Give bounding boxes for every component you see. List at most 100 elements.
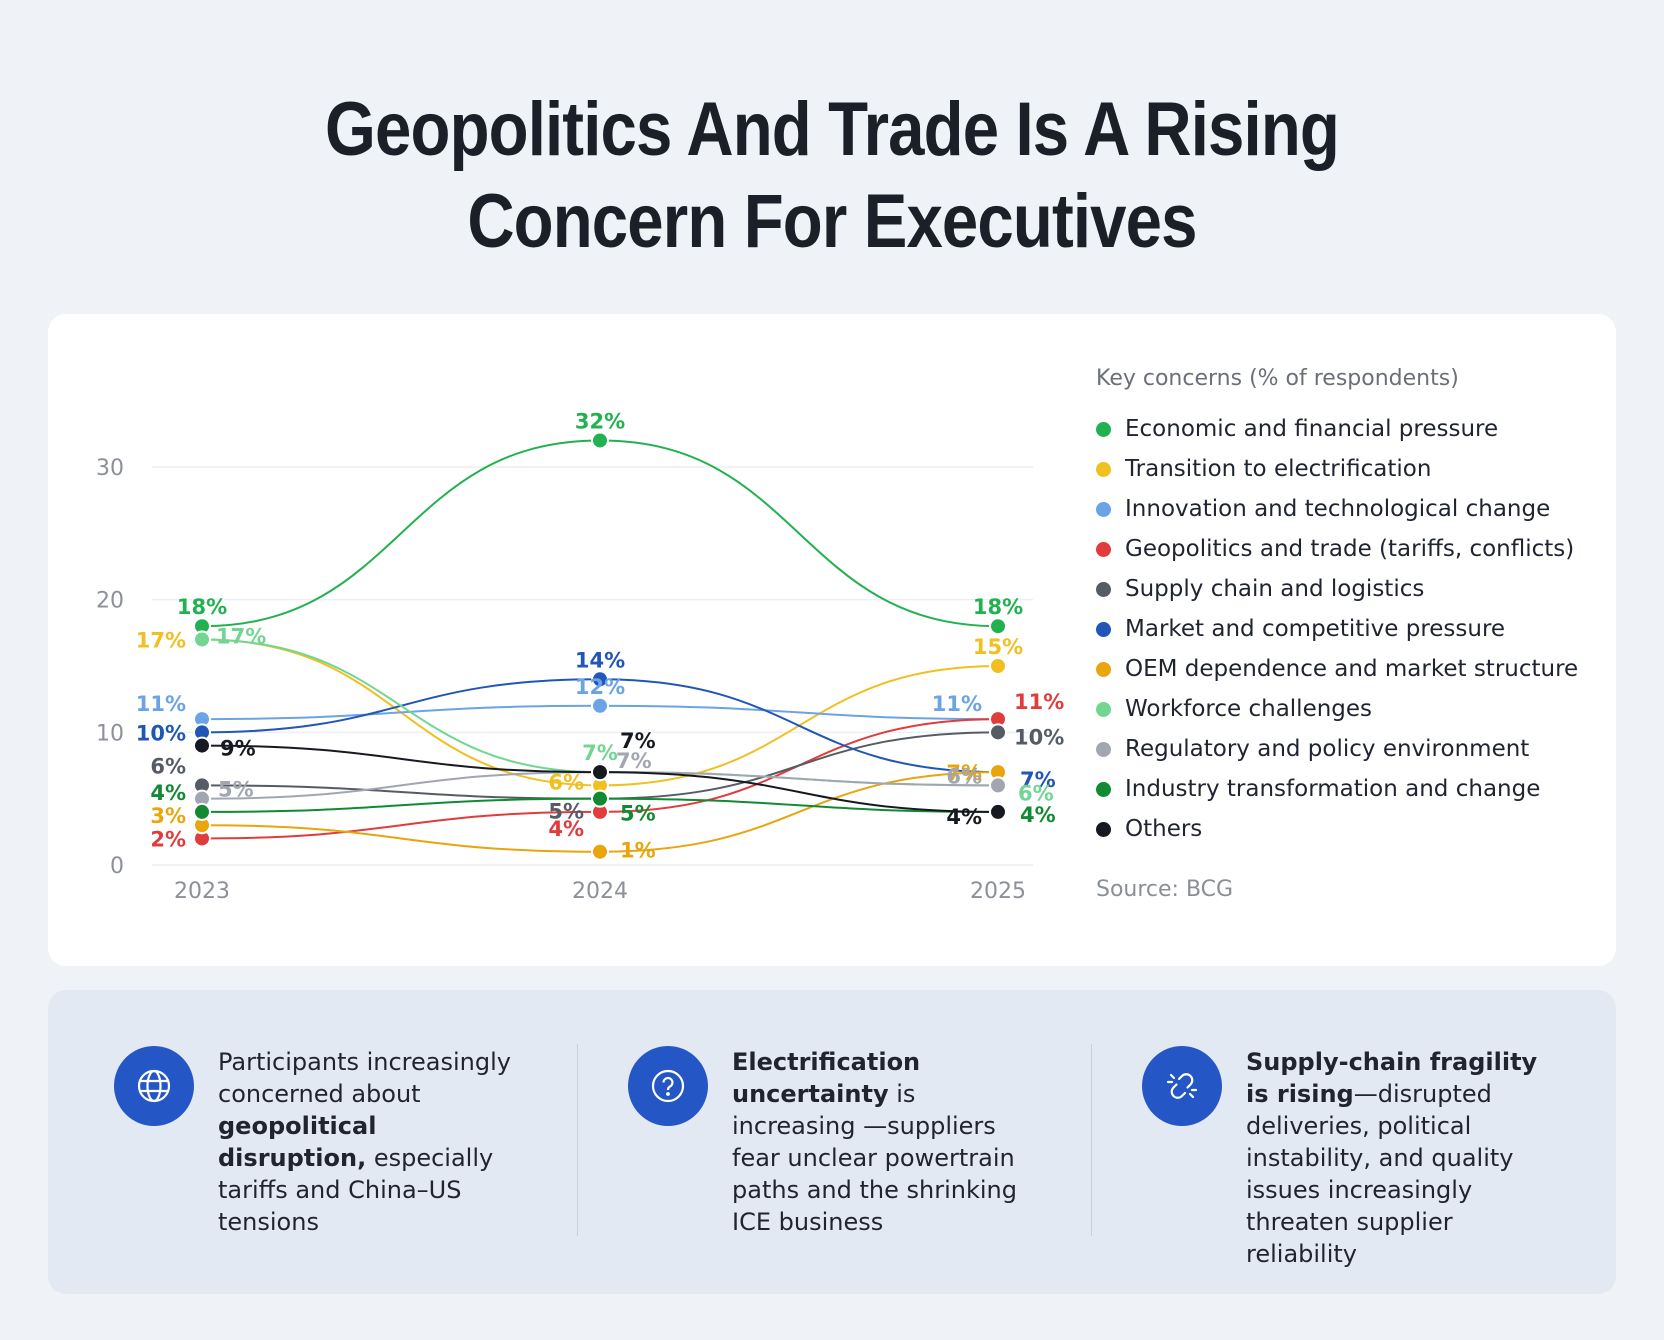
legend-item: Transition to electrification bbox=[1096, 449, 1596, 489]
data-label: 10% bbox=[136, 721, 186, 745]
data-label: 4% bbox=[150, 781, 186, 805]
legend-swatch bbox=[1096, 501, 1111, 517]
data-label: 4% bbox=[1020, 803, 1056, 827]
data-point bbox=[193, 736, 211, 755]
legend-label: Regulatory and policy environment bbox=[1125, 736, 1530, 762]
insight-3-strong: Supply-chain fragility is rising bbox=[1246, 1048, 1538, 1108]
data-point bbox=[591, 789, 609, 808]
legend-swatch bbox=[1096, 461, 1111, 477]
data-point bbox=[591, 763, 609, 782]
x-tick-label: 2024 bbox=[572, 879, 628, 904]
y-tick-label: 0 bbox=[110, 854, 124, 879]
legend-label: OEM dependence and market structure bbox=[1125, 656, 1579, 682]
data-label: 18% bbox=[973, 595, 1023, 619]
data-point bbox=[591, 431, 609, 450]
legend-item: Market and competitive pressure bbox=[1096, 609, 1596, 649]
question-icon bbox=[628, 1046, 708, 1126]
data-point bbox=[989, 723, 1007, 742]
data-label: 11% bbox=[136, 692, 186, 716]
data-label: 18% bbox=[177, 595, 227, 619]
chart-card: 0 10 20 30 2023 2024 2025 18% 32% 18% 17% 6% 15% 11% 1… bbox=[48, 314, 1616, 966]
data-point bbox=[989, 802, 1007, 821]
legend-label: Industry transformation and change bbox=[1125, 776, 1541, 802]
legend-item: Supply chain and logistics bbox=[1096, 569, 1596, 609]
insight-supply-chain: Supply-chain fragility is rising—disrupt… bbox=[1142, 1046, 1582, 1270]
legend-label: Others bbox=[1125, 816, 1203, 842]
x-tick-label: 2025 bbox=[970, 879, 1026, 904]
divider bbox=[577, 1044, 578, 1236]
legend-swatch bbox=[1096, 781, 1111, 797]
title-line-2: Concern For Executives bbox=[467, 179, 1197, 264]
data-label: 1% bbox=[620, 839, 656, 863]
data-label: 7% bbox=[616, 749, 652, 773]
y-tick-label: 30 bbox=[96, 456, 124, 481]
insight-1-post: especially tariffs and China–US tensions bbox=[218, 1144, 494, 1236]
data-label: 5% bbox=[548, 800, 584, 824]
insight-text-3: Supply-chain fragility is rising—disrupt… bbox=[1246, 1046, 1546, 1270]
divider bbox=[1091, 1044, 1092, 1236]
data-label: 7% bbox=[946, 761, 982, 785]
legend-label: Economic and financial pressure bbox=[1125, 416, 1499, 442]
data-label: 5% bbox=[218, 778, 254, 802]
data-label: 7% bbox=[582, 741, 618, 765]
legend-item: Economic and financial pressure bbox=[1096, 409, 1596, 449]
source-note: Source: BCG bbox=[1096, 877, 1234, 902]
data-label: 9% bbox=[220, 737, 256, 761]
legend-item: Innovation and technological change bbox=[1096, 489, 1596, 529]
legend-label: Supply chain and logistics bbox=[1125, 576, 1425, 602]
data-point bbox=[591, 842, 609, 861]
legend-swatch bbox=[1096, 621, 1111, 637]
y-tick-label: 10 bbox=[96, 721, 124, 746]
data-point bbox=[193, 630, 211, 649]
data-label: 3% bbox=[150, 804, 186, 828]
data-label: 4% bbox=[548, 817, 584, 841]
data-label: 6% bbox=[1018, 781, 1054, 805]
data-label: 32% bbox=[575, 409, 625, 433]
legend-swatch bbox=[1096, 741, 1111, 757]
data-label: 6% bbox=[150, 754, 186, 778]
y-tick-label: 20 bbox=[96, 589, 124, 614]
data-label: 6% bbox=[548, 770, 584, 794]
legend-item: Geopolitics and trade (tariffs, conflict… bbox=[1096, 529, 1596, 569]
page-title: Geopolitics And Trade Is A Rising Concer… bbox=[116, 84, 1547, 268]
data-point bbox=[591, 696, 609, 715]
legend-swatch bbox=[1096, 661, 1111, 677]
legend-swatch bbox=[1096, 581, 1111, 597]
insight-2-strong: Electrification uncertainty bbox=[732, 1048, 921, 1108]
data-label: 12% bbox=[575, 675, 625, 699]
line-chart: 0 10 20 30 2023 2024 2025 18% 32% 18% 17% 6% 15% 11% 1… bbox=[96, 409, 1064, 904]
data-label: 6% bbox=[946, 764, 982, 788]
insight-text-2: Electrification uncertainty is increasin… bbox=[732, 1046, 1032, 1238]
data-point bbox=[591, 670, 609, 689]
legend-swatch bbox=[1096, 541, 1111, 557]
legend: Key concerns (% of respondents) Economic… bbox=[1096, 366, 1596, 849]
data-point bbox=[989, 657, 1007, 675]
data-point bbox=[989, 617, 1007, 636]
legend-label: Market and competitive pressure bbox=[1125, 616, 1506, 642]
legend-item: Regulatory and policy environment bbox=[1096, 729, 1596, 769]
insight-1-pre: Participants increasingly concerned abou… bbox=[218, 1048, 511, 1108]
legend-item: Workforce challenges bbox=[1096, 689, 1596, 729]
data-point bbox=[193, 802, 211, 821]
data-label: 4% bbox=[946, 805, 982, 829]
legend-label: Transition to electrification bbox=[1125, 456, 1432, 482]
legend-swatch bbox=[1096, 421, 1111, 437]
legend-label: Workforce challenges bbox=[1125, 696, 1373, 722]
broken-link-icon bbox=[1142, 1046, 1222, 1126]
legend-items: Economic and financial pressure Transitio… bbox=[1096, 409, 1596, 849]
x-tick-label: 2023 bbox=[174, 879, 230, 904]
legend-item: Others bbox=[1096, 809, 1596, 849]
globe-icon bbox=[114, 1046, 194, 1126]
data-label: 5% bbox=[620, 802, 656, 826]
data-label: 7% bbox=[620, 729, 656, 753]
data-label: 7% bbox=[1020, 768, 1056, 792]
title-line-1: Geopolitics And Trade Is A Rising bbox=[325, 87, 1340, 172]
legend-label: Innovation and technological change bbox=[1125, 496, 1551, 522]
data-label: 15% bbox=[973, 635, 1023, 659]
data-label: 17% bbox=[216, 624, 266, 648]
data-label: 17% bbox=[136, 628, 186, 652]
legend-label: Geopolitics and trade (tariffs, conflict… bbox=[1125, 536, 1575, 562]
legend-item: Industry transformation and change bbox=[1096, 769, 1596, 809]
insight-2-post: is increasing —suppliers fear unclear po… bbox=[732, 1080, 1017, 1236]
data-label: 11% bbox=[1014, 690, 1064, 714]
